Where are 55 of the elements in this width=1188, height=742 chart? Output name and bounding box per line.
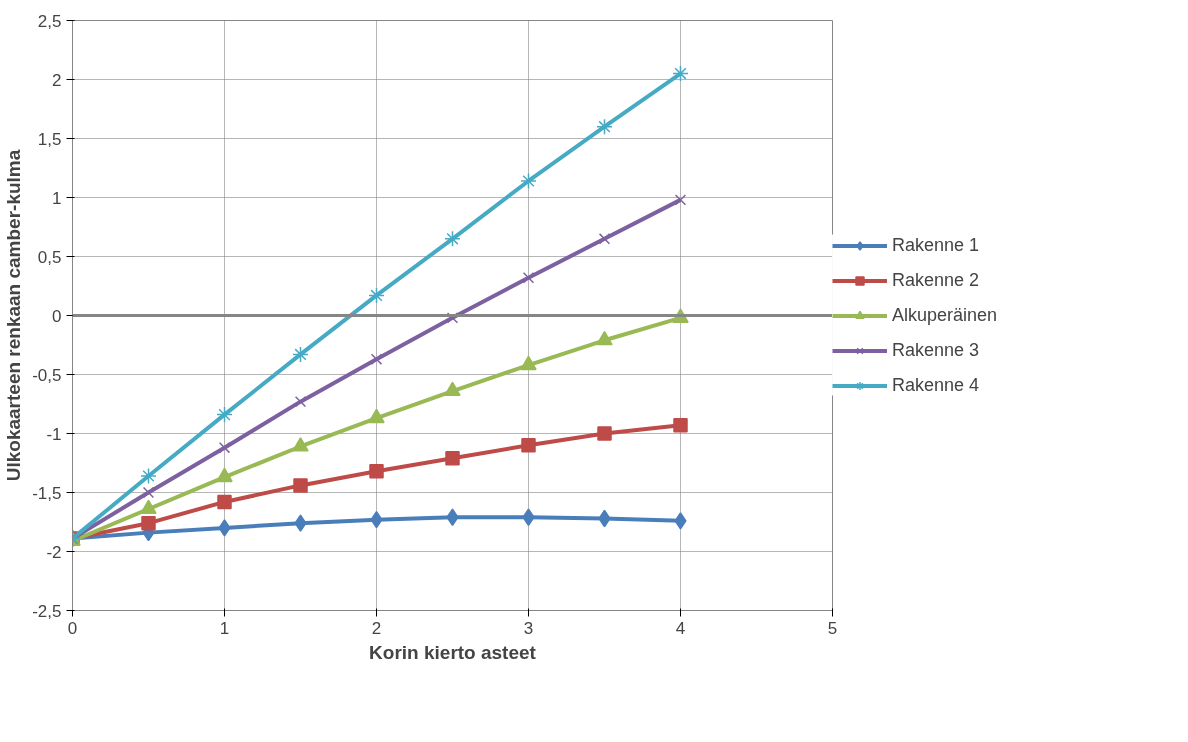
y-tick-label: -1 (46, 424, 62, 444)
point (141, 515, 156, 531)
point (674, 512, 687, 530)
point (672, 65, 689, 82)
y-tick-label: 2,5 (37, 11, 62, 31)
point (218, 519, 231, 537)
x-tick-label: 3 (523, 618, 534, 638)
x-axis-title: Korin kierto asteet (369, 641, 537, 663)
point (521, 438, 536, 453)
point (217, 494, 232, 510)
point (673, 417, 688, 433)
legend-label: Rakenne 2 (892, 269, 980, 291)
point (445, 451, 460, 466)
y-tick-label: -1,5 (32, 483, 62, 503)
y-tick-label: 2 (52, 70, 62, 90)
legend-label: Rakenne 4 (892, 374, 980, 396)
legend-label: Rakenne 3 (892, 339, 980, 361)
point (294, 514, 307, 532)
x-tick-label: 2 (371, 618, 382, 638)
point (520, 172, 537, 190)
x-tick-label: 5 (827, 618, 838, 638)
legend-label: Rakenne 1 (892, 234, 980, 256)
y-tick-label: -0,5 (32, 365, 62, 385)
point (597, 426, 612, 441)
point (294, 395, 307, 408)
point (370, 353, 383, 365)
point (520, 355, 537, 371)
point (293, 478, 308, 493)
point (216, 406, 233, 423)
y-tick-label: 0,5 (37, 247, 62, 267)
point (292, 346, 309, 363)
point (674, 194, 687, 206)
point (598, 233, 611, 245)
x-tick-label: 4 (675, 618, 686, 638)
point (218, 441, 231, 454)
point (140, 467, 157, 485)
point (368, 408, 385, 424)
x-tick-label: 1 (219, 618, 230, 638)
point (140, 499, 157, 515)
y-tick-label: 1 (52, 188, 62, 208)
point (444, 230, 461, 248)
point (444, 381, 461, 397)
legend-label: Alkuperäinen (892, 304, 998, 326)
point (368, 287, 385, 304)
point (216, 467, 233, 483)
y-tick-label: 1,5 (37, 129, 62, 149)
y-tick-label: -2 (46, 542, 62, 562)
y-axis-title: Ulkokaarteen renkaan camber-kulma (3, 149, 25, 482)
point (369, 464, 384, 479)
point (596, 118, 613, 135)
point (292, 437, 309, 452)
x-tick-label: 0 (67, 618, 78, 638)
y-tick-label: -2,5 (32, 601, 62, 621)
y-tick-label: 0 (52, 306, 62, 326)
point (522, 272, 535, 284)
